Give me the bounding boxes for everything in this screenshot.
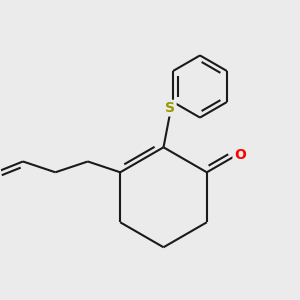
- Text: O: O: [234, 148, 246, 162]
- Text: S: S: [165, 101, 175, 115]
